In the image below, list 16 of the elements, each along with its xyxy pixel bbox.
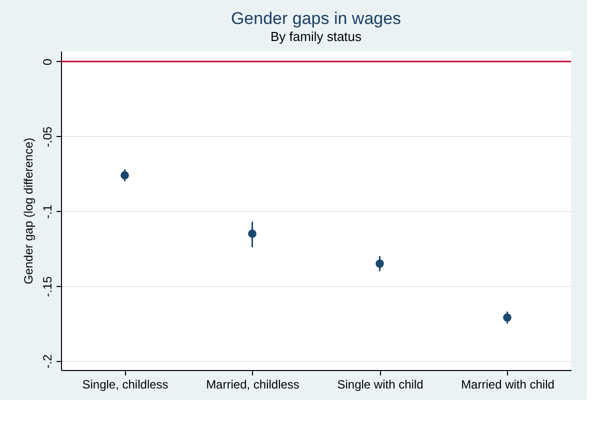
y-tick-label: -.1 bbox=[40, 204, 54, 219]
y-tick-label: -.15 bbox=[40, 276, 54, 297]
point bbox=[376, 259, 384, 268]
x-tick-label: Married with child bbox=[461, 378, 554, 392]
point bbox=[120, 171, 129, 180]
y-tick-label: 0 bbox=[40, 58, 54, 66]
y-axis-title: Gender gap (log difference) bbox=[22, 138, 36, 284]
y-tick-label: -.05 bbox=[40, 126, 54, 148]
point bbox=[503, 313, 512, 322]
chart-subtitle: By family status bbox=[270, 29, 362, 44]
y-tick-label: -.2 bbox=[40, 354, 54, 369]
point bbox=[248, 230, 256, 238]
x-tick-label: Married, childless bbox=[206, 378, 300, 392]
chart-title: Gender gaps in wages bbox=[230, 9, 402, 28]
x-tick-label: Single, childless bbox=[82, 378, 168, 392]
x-tick-label: Single with child bbox=[337, 378, 424, 392]
